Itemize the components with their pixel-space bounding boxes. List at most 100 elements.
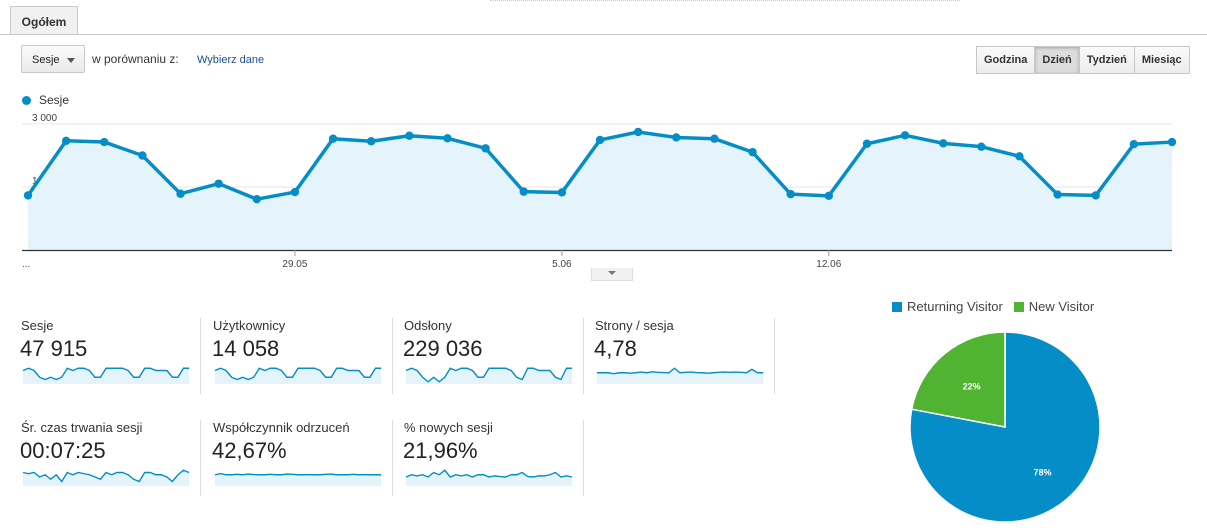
data-point[interactable]: [1167, 137, 1177, 147]
sparkline-line: [405, 469, 573, 478]
sparkline-area: [406, 368, 572, 384]
data-point[interactable]: [748, 147, 757, 157]
new-visitor-swatch: [1013, 302, 1024, 312]
x-tick-label: 12.06: [816, 259, 841, 270]
metric-value: 4,78: [594, 336, 637, 361]
metric-tile[interactable]: Śr. czas trwania sesji 00:07:25: [20, 420, 201, 496]
data-point[interactable]: [710, 134, 719, 143]
x-tick-label: ...: [22, 259, 30, 270]
chevron-down-icon: [608, 271, 616, 275]
pie-legend: Returning Visitor New Visitor: [892, 299, 1094, 314]
data-point[interactable]: [1129, 139, 1139, 149]
metric-sparkline: [22, 469, 190, 486]
top-divider: [490, 0, 960, 1]
metric-select-label: Sesje: [32, 54, 60, 66]
data-point[interactable]: [481, 144, 490, 153]
metric-sparkline: [405, 469, 573, 486]
sparkline-area: [215, 473, 381, 486]
data-point[interactable]: [290, 187, 300, 197]
metric-divider: [583, 420, 584, 496]
metric-sparkline: [22, 367, 189, 384]
metric-value: 21,96%: [403, 438, 478, 463]
data-point[interactable]: [328, 134, 338, 143]
metric-select[interactable]: Sesje: [21, 45, 85, 73]
compare-label: w porównaniu z:: [92, 52, 179, 66]
metric-sparkline: [597, 367, 763, 384]
series-dot-icon: [22, 96, 31, 105]
chevron-down-icon: [67, 58, 75, 63]
data-point[interactable]: [252, 194, 261, 204]
sparkline-line: [597, 367, 763, 375]
sparkline-area: [597, 368, 763, 384]
data-point[interactable]: [672, 133, 681, 142]
metric-label: Użytkownicy: [213, 318, 286, 333]
pie-slice-label: 22%: [963, 382, 981, 392]
data-point[interactable]: [939, 139, 948, 148]
metric-label: Współczynnik odrzuceń: [213, 420, 350, 435]
metric-label: Sesje: [21, 318, 54, 333]
visitor-pie-chart[interactable]: 78% 22%: [905, 327, 1105, 527]
pie-legend-new: New Visitor: [1028, 299, 1095, 314]
collapse-chart-toggle[interactable]: [591, 268, 633, 281]
data-point[interactable]: [214, 179, 223, 188]
metric-divider: [200, 318, 201, 394]
metric-tile[interactable]: Użytkownicy 14 058: [212, 318, 393, 394]
metric-tile[interactable]: Strony / sesja 4,78: [594, 318, 775, 394]
pie-slice-new[interactable]: [910, 331, 1006, 428]
data-point[interactable]: [23, 191, 33, 200]
metric-divider: [583, 318, 584, 394]
data-point[interactable]: [595, 135, 605, 145]
pie-legend-returning: Returning Visitor: [907, 299, 1003, 314]
series-area: [28, 131, 1172, 250]
metric-label: % nowych sesji: [404, 420, 493, 435]
data-point[interactable]: [519, 187, 528, 196]
period-month-button[interactable]: Miesiąc: [1133, 46, 1190, 74]
data-point[interactable]: [1015, 152, 1024, 161]
data-point[interactable]: [633, 127, 643, 137]
data-point[interactable]: [824, 191, 833, 201]
metric-divider: [200, 420, 201, 496]
metric-label: Strony / sesja: [595, 318, 674, 333]
chart-legend: Sesje: [22, 93, 69, 107]
tab-overview[interactable]: Ogółem: [10, 6, 78, 35]
sparkline-area: [215, 368, 381, 384]
data-point[interactable]: [443, 134, 452, 143]
metric-label: Śr. czas trwania sesji: [21, 420, 143, 435]
metric-divider: [392, 420, 393, 496]
choose-data-link[interactable]: Wybierz dane: [197, 54, 265, 66]
metric-value: 42,67%: [212, 438, 287, 463]
data-point[interactable]: [900, 131, 910, 140]
sparkline-line: [214, 367, 381, 381]
data-point[interactable]: [1053, 190, 1062, 199]
sparkline-area: [23, 470, 189, 486]
data-point[interactable]: [176, 189, 185, 198]
sparkline-line: [22, 469, 190, 483]
data-point[interactable]: [138, 151, 147, 160]
data-point[interactable]: [557, 188, 567, 197]
period-day-button[interactable]: Dzień: [1034, 46, 1080, 74]
metric-tile[interactable]: Odsłony 229 036: [403, 318, 584, 394]
metric-value: 00:07:25: [20, 438, 106, 463]
sparkline-area: [23, 368, 189, 384]
metric-sparkline: [214, 472, 381, 486]
sparkline-line: [405, 367, 572, 383]
metric-label: Odsłony: [404, 318, 452, 333]
data-point[interactable]: [405, 131, 414, 140]
period-hour-button[interactable]: Godzina: [976, 46, 1036, 74]
data-point[interactable]: [61, 136, 71, 145]
metric-value: 47 915: [20, 336, 88, 361]
metric-tile[interactable]: Współczynnik odrzuceń 42,67%: [212, 420, 393, 496]
returning-visitor-swatch: [892, 302, 902, 312]
data-point[interactable]: [862, 139, 872, 148]
data-point[interactable]: [367, 137, 376, 146]
metric-tile[interactable]: % nowych sesji 21,96%: [403, 420, 584, 496]
data-point[interactable]: [1091, 191, 1100, 200]
data-point[interactable]: [786, 189, 795, 199]
period-week-button[interactable]: Tydzień: [1078, 46, 1135, 74]
sparkline-area: [406, 470, 572, 486]
metric-tile[interactable]: Sesje 47 915: [20, 318, 201, 394]
data-point[interactable]: [100, 137, 109, 147]
data-point[interactable]: [977, 142, 986, 151]
pie-slice-returning[interactable]: [909, 331, 1101, 523]
